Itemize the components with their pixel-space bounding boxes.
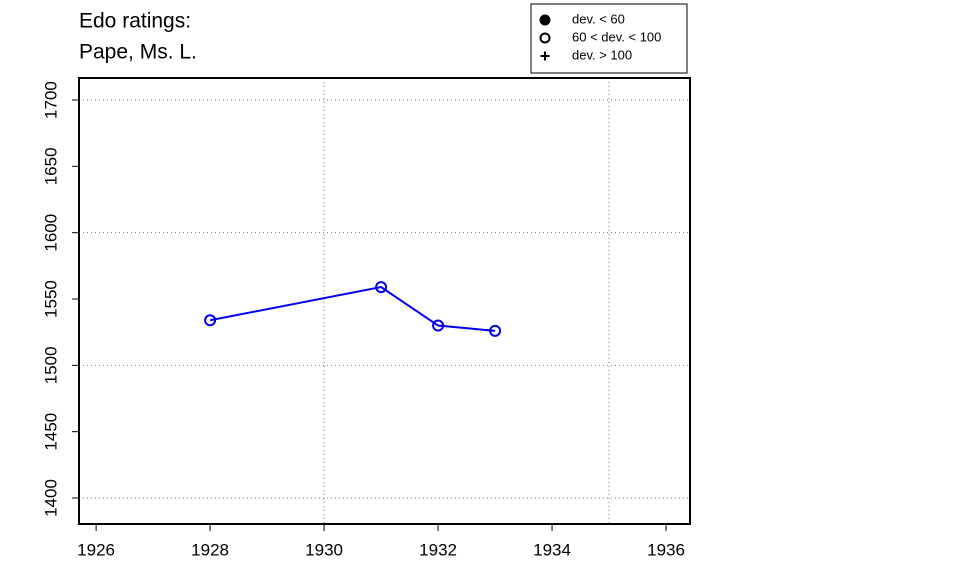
legend-marker <box>539 32 551 44</box>
y-tick-label: 1500 <box>41 346 60 384</box>
x-tick-label: 1926 <box>77 540 115 559</box>
plot-frame <box>78 77 691 525</box>
y-tick-label: 1550 <box>41 280 60 318</box>
legend-marker <box>539 14 551 26</box>
x-tick-label: 1934 <box>533 540 571 559</box>
chart-title: Pape, Ms. L. <box>79 41 197 64</box>
legend-label: dev. > 100 <box>572 47 632 62</box>
x-tick-label: 1928 <box>191 540 229 559</box>
legend-label: 60 < dev. < 100 <box>572 29 661 44</box>
y-tick-label: 1400 <box>41 479 60 517</box>
legend-label: dev. < 60 <box>572 11 625 26</box>
x-tick-label: 1936 <box>647 540 685 559</box>
y-tick-label: 1700 <box>41 81 60 119</box>
y-tick-label: 1450 <box>41 413 60 451</box>
legend-marker <box>540 51 550 61</box>
y-tick-label: 1650 <box>41 147 60 185</box>
marker <box>489 324 502 337</box>
x-tick-label: 1932 <box>419 540 457 559</box>
marker <box>375 281 388 294</box>
legend-box <box>530 3 688 74</box>
marker <box>204 314 217 327</box>
y-tick-label: 1600 <box>41 214 60 252</box>
chart-title: Edo ratings: <box>79 10 191 33</box>
series-line <box>209 286 496 332</box>
marker <box>432 319 445 332</box>
x-tick-label: 1930 <box>305 540 343 559</box>
